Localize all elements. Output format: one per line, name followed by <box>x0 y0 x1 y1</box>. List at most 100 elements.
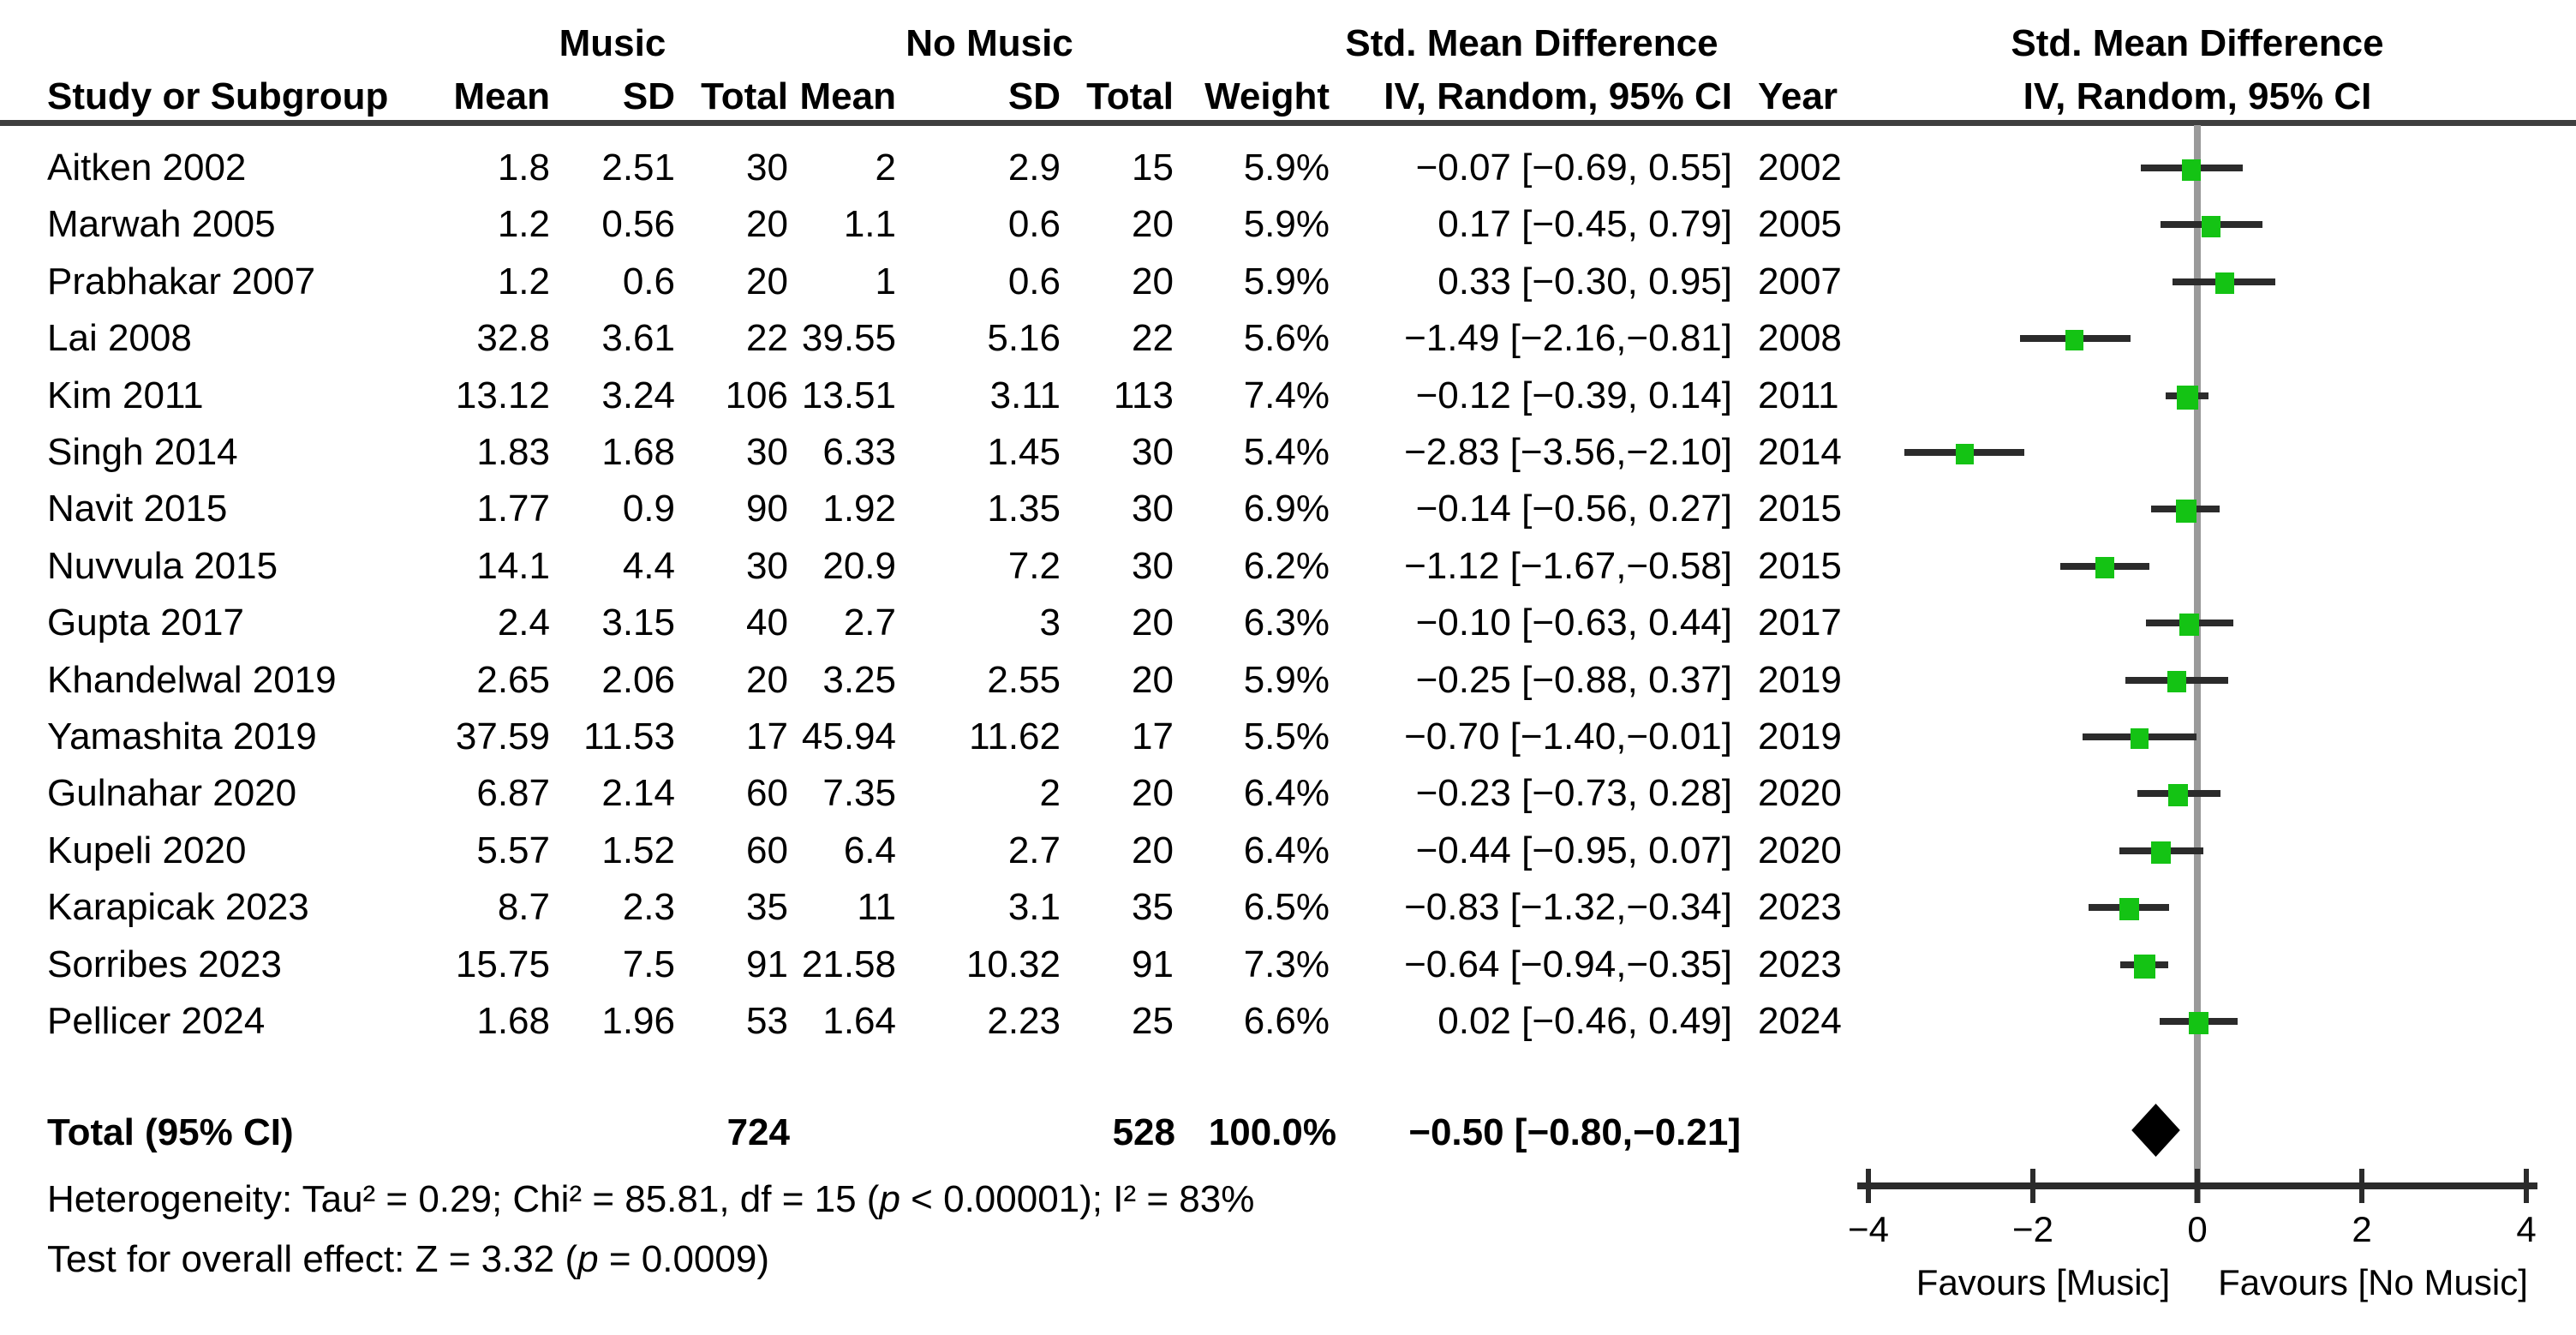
favours-right-label: Favours [No Music] <box>2218 1262 2528 1302</box>
cell-study: Nuvvula 2015 <box>47 544 278 587</box>
cell-ci: 0.17 [−0.45, 0.79] <box>1437 203 1732 246</box>
cell-year: 2011 <box>1758 374 1839 416</box>
cell-ci: −2.83 [−3.56,−2.10] <box>1404 431 1732 473</box>
cell-weight: 5.5% <box>1243 715 1330 757</box>
cell-weight: 6.2% <box>1243 544 1330 587</box>
cell-mean-no-music: 13.51 <box>801 374 896 416</box>
cell-weight: 5.4% <box>1243 431 1330 473</box>
cell-weight: 5.6% <box>1243 317 1330 360</box>
cell-weight: 5.9% <box>1243 260 1330 302</box>
total-weight: 100.0% <box>1208 1111 1336 1153</box>
cell-sd-no-music: 3.1 <box>1007 886 1061 929</box>
cell-total-music: 40 <box>746 602 788 644</box>
cell-total-no-music: 17 <box>1132 715 1174 757</box>
axis-tick-label: 2 <box>2352 1209 2372 1249</box>
heterogeneity-p-symbol: p <box>879 1178 900 1220</box>
cell-mean-no-music: 11 <box>857 886 896 929</box>
cell-sd-no-music: 10.32 <box>965 943 1061 985</box>
cell-study: Lai 2008 <box>47 317 192 360</box>
cell-sd-music: 1.68 <box>601 431 675 473</box>
header-rule <box>0 120 2576 126</box>
cell-study: Gulnahar 2020 <box>47 772 297 815</box>
effect-marker <box>2095 557 2115 579</box>
table-row: Karapicak 2023 8.7 2.3 35 11 3.1 35 6.5% −0.83 [… <box>0 879 2576 936</box>
cell-total-music: 30 <box>746 544 788 587</box>
col-header-total-music: Total <box>701 75 788 117</box>
table-row: Prabhakar 2007 1.2 0.6 20 1 0.6 20 5.9% 0.33 [−0… <box>0 254 2576 310</box>
cell-weight: 6.4% <box>1243 772 1330 815</box>
cell-study: Kupeli 2020 <box>47 829 247 871</box>
cell-ci: −0.23 [−0.73, 0.28] <box>1415 772 1732 815</box>
col-header-mean-no-music: Mean <box>799 75 896 117</box>
cell-year: 2024 <box>1758 1000 1842 1042</box>
axis-tick <box>2195 1169 2200 1203</box>
cell-mean-music: 6.87 <box>476 772 550 815</box>
cell-mean-no-music: 3.25 <box>822 658 896 701</box>
axis-tick <box>2524 1169 2529 1203</box>
table-row: Sorribes 2023 15.75 7.5 91 21.58 10.32 91 7.3% −… <box>0 937 2576 993</box>
cell-year: 2014 <box>1758 431 1842 473</box>
cell-mean-music: 1.68 <box>476 1000 550 1042</box>
cell-year: 2015 <box>1758 544 1842 587</box>
col-header-sd-no-music: SD <box>1007 75 1061 117</box>
cell-year: 2002 <box>1758 147 1842 189</box>
cell-total-music: 20 <box>746 203 788 246</box>
effect-marker <box>2202 215 2221 237</box>
cell-weight: 6.4% <box>1243 829 1330 871</box>
cell-year: 2019 <box>1758 658 1842 701</box>
cell-study: Marwah 2005 <box>47 203 276 246</box>
col-header-year: Year <box>1758 75 1838 117</box>
total-label: Total (95% CI) <box>47 1111 294 1153</box>
table-row: Kupeli 2020 5.57 1.52 60 6.4 2.7 20 6.4% −0.44 [… <box>0 823 2576 879</box>
table-row: Kim 2011 13.12 3.24 106 13.51 3.11 113 7.4% −0.1… <box>0 368 2576 424</box>
cell-total-music: 30 <box>746 431 788 473</box>
cell-sd-music: 3.15 <box>601 602 675 644</box>
cell-ci: −0.70 [−1.40,−0.01] <box>1404 715 1732 757</box>
cell-weight: 6.5% <box>1243 886 1330 929</box>
cell-ci: −0.83 [−1.32,−0.34] <box>1404 886 1732 929</box>
cell-mean-no-music: 39.55 <box>801 317 896 360</box>
cell-weight: 6.6% <box>1243 1000 1330 1042</box>
cell-year: 2007 <box>1758 260 1842 302</box>
cell-total-no-music: 20 <box>1132 772 1174 815</box>
overall-effect-text-tail: = 0.0009) <box>598 1238 769 1280</box>
cell-mean-music: 32.8 <box>476 317 550 360</box>
cell-year: 2019 <box>1758 715 1842 757</box>
cell-total-no-music: 20 <box>1132 203 1174 246</box>
cell-weight: 6.3% <box>1243 602 1330 644</box>
effect-marker <box>2214 272 2234 295</box>
axis-tick-label: −2 <box>2012 1209 2053 1249</box>
cell-total-music: 35 <box>746 886 788 929</box>
cell-total-music: 17 <box>746 715 788 757</box>
cell-total-no-music: 20 <box>1132 829 1174 871</box>
cell-total-music: 20 <box>746 658 788 701</box>
cell-total-music: 30 <box>746 147 788 189</box>
cell-sd-music: 1.52 <box>601 829 675 871</box>
heterogeneity-line: Heterogeneity: Tau² = 0.29; Chi² = 85.81… <box>47 1171 1254 1228</box>
cell-weight: 6.9% <box>1243 488 1330 530</box>
cell-total-no-music: 35 <box>1132 886 1174 929</box>
effect-marker <box>2167 671 2186 693</box>
cell-ci: −0.64 [−0.94,−0.35] <box>1404 943 1732 985</box>
cell-mean-music: 8.7 <box>497 886 550 929</box>
cell-mean-music: 5.57 <box>476 829 550 871</box>
cell-total-no-music: 20 <box>1132 260 1174 302</box>
col-header-total-no-music: Total <box>1086 75 1174 117</box>
cell-mean-music: 2.4 <box>497 602 550 644</box>
cell-sd-no-music: 1.35 <box>987 488 1061 530</box>
heterogeneity-text: Heterogeneity: Tau² = 0.29; Chi² = 85.81… <box>47 1178 880 1220</box>
cell-sd-no-music: 3.11 <box>989 374 1061 416</box>
cell-ci: −1.49 [−2.16,−0.81] <box>1404 317 1732 360</box>
cell-mean-music: 1.77 <box>476 488 550 530</box>
table-row: Gupta 2017 2.4 3.15 40 2.7 3 20 6.3% −0.10 [−0.6… <box>0 595 2576 651</box>
cell-total-no-music: 113 <box>1113 374 1174 416</box>
smd-header-left: Std. Mean Difference <box>1345 22 1718 64</box>
cell-sd-music: 0.56 <box>601 203 675 246</box>
axis-tick <box>2359 1169 2364 1203</box>
cell-ci: −0.44 [−0.95, 0.07] <box>1415 829 1732 871</box>
cell-sd-no-music: 1.45 <box>987 431 1061 473</box>
cell-weight: 5.9% <box>1243 147 1330 189</box>
cell-year: 2020 <box>1758 772 1842 815</box>
cell-total-no-music: 20 <box>1132 658 1174 701</box>
cell-sd-no-music: 11.62 <box>969 715 1061 757</box>
